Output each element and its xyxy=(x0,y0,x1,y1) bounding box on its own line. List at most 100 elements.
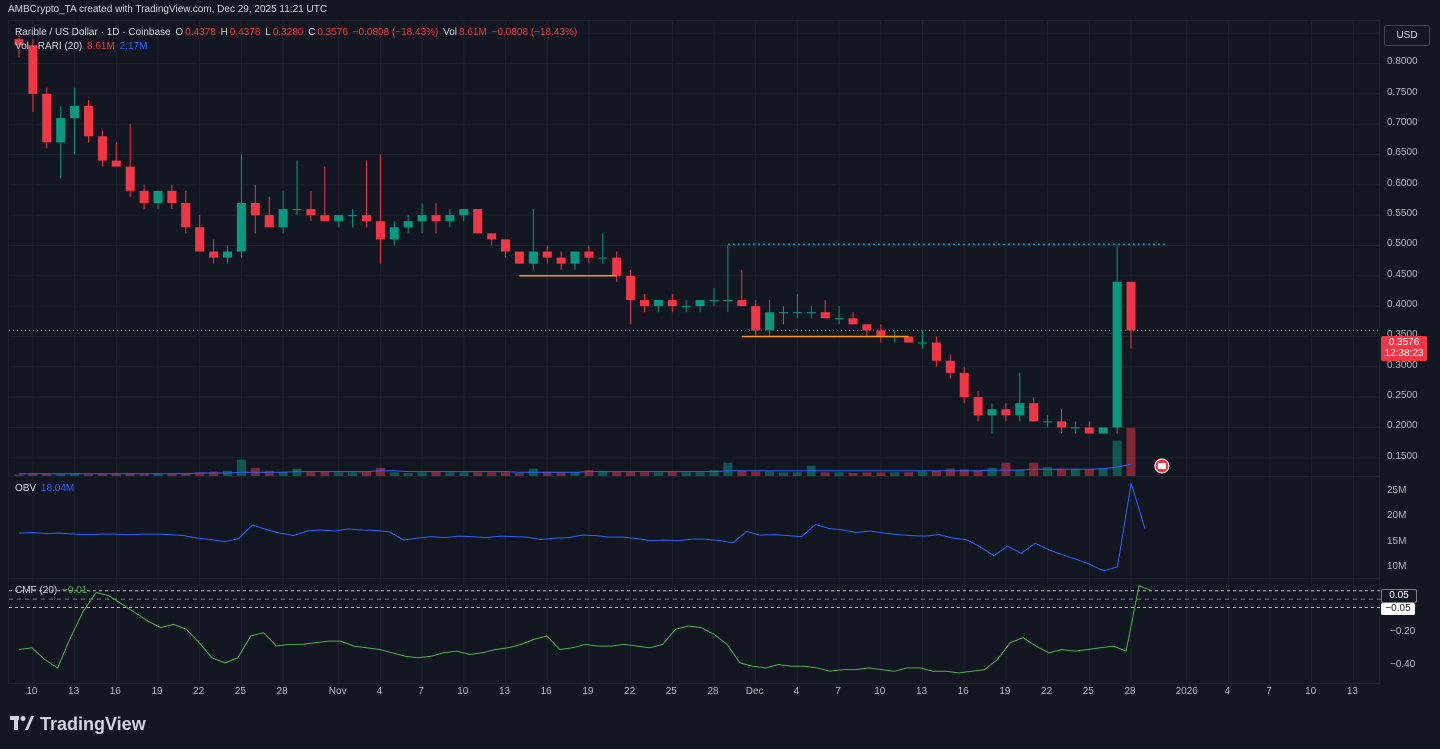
volume-bar xyxy=(848,473,858,476)
time-tick-label: 10 xyxy=(1305,686,1317,697)
volume-bar xyxy=(181,473,191,476)
candle-body xyxy=(181,203,191,228)
candle-body xyxy=(1057,421,1066,428)
candle xyxy=(334,215,344,228)
time-tick-label: 25 xyxy=(1082,686,1094,697)
event-flag-stripe xyxy=(1157,463,1166,469)
cmf-tick-label: −0.40 xyxy=(1390,659,1416,671)
candle-body xyxy=(278,209,288,228)
volume-bar xyxy=(445,472,455,476)
candle xyxy=(1070,421,1080,434)
symbol-title: Rarible / US Dollar · 1D · Coinbase xyxy=(15,27,171,38)
candle-body xyxy=(959,372,969,398)
candle xyxy=(765,300,775,337)
candle-body xyxy=(487,233,497,240)
obv-pane[interactable]: OBV 18.04M xyxy=(8,476,1380,579)
volume-bar xyxy=(542,471,552,476)
candle-body xyxy=(542,251,552,258)
candle-body xyxy=(987,409,997,416)
obv-legend: OBV 18.04M xyxy=(15,483,76,494)
candle xyxy=(612,251,622,282)
price-pane[interactable]: Rarible / US Dollar · 1D · Coinbase O 0.4… xyxy=(8,20,1381,477)
volume-bar xyxy=(417,472,427,476)
candle-body xyxy=(209,251,219,258)
time-tick-label: 19 xyxy=(999,686,1011,697)
candle xyxy=(1112,245,1122,434)
time-tick-label: 13 xyxy=(915,686,928,697)
open-value: 0.4378 xyxy=(185,27,216,38)
candle-body xyxy=(111,160,121,167)
volume-bar xyxy=(709,470,719,476)
time-axis[interactable]: 10 13 16 19 22 25 28 Nov 4 7 10 13 16 19 22 25 28 Dec 4 7 10… xyxy=(8,682,1380,702)
candle xyxy=(514,251,524,264)
candle-body xyxy=(417,215,427,222)
volume-bar xyxy=(111,473,121,476)
candle xyxy=(97,130,107,167)
candle-body xyxy=(375,221,385,240)
time-tick-label: 28 xyxy=(276,686,288,697)
volume-bar xyxy=(598,470,608,476)
candle-body xyxy=(834,318,844,320)
candle-body xyxy=(612,257,622,276)
price-chart-svg[interactable] xyxy=(9,21,1381,476)
volume-bar xyxy=(334,472,344,476)
time-tick-label: 10 xyxy=(26,686,38,697)
volume-bar xyxy=(389,472,399,476)
close-value: 0.3576 xyxy=(317,27,348,38)
cmf-chart-svg[interactable] xyxy=(9,579,1381,683)
obv-tick-label: 25M xyxy=(1387,485,1407,497)
candle xyxy=(292,160,302,216)
candle-body xyxy=(1126,281,1136,331)
candle xyxy=(501,239,510,258)
tradingview-logo[interactable]: TradingView xyxy=(10,714,146,735)
candle-body xyxy=(236,203,246,252)
time-tick-label: 2026 xyxy=(1175,686,1198,697)
time-tick-label: 13 xyxy=(68,686,80,697)
volume-bar xyxy=(514,473,524,476)
close-label: C xyxy=(308,27,316,38)
volume-bar xyxy=(723,462,733,476)
time-tick-label: 13 xyxy=(498,686,511,697)
obv-tick-label: 10M xyxy=(1387,560,1407,572)
candle-body xyxy=(945,360,955,373)
candle xyxy=(834,306,844,325)
currency-button[interactable]: USD xyxy=(1384,25,1430,46)
candle xyxy=(626,269,636,325)
volume-bar xyxy=(862,472,872,476)
candle xyxy=(1098,427,1108,434)
volume-bar xyxy=(362,471,371,476)
volume-bar xyxy=(1043,467,1053,476)
cmf-pane[interactable]: CMF (20) −0.01 xyxy=(8,578,1381,684)
candle-body xyxy=(306,209,316,216)
volume-bar xyxy=(306,471,316,476)
candle xyxy=(181,190,191,234)
vol-label: Vol xyxy=(443,27,458,38)
volume-bar xyxy=(681,472,691,476)
volume-bar xyxy=(487,472,497,476)
volume-bar xyxy=(1057,468,1066,476)
volume-bar xyxy=(320,471,330,476)
volume-bar xyxy=(779,472,788,476)
candle-body xyxy=(765,312,775,331)
cmf-upper-tag: 0.05 xyxy=(1381,589,1417,603)
candle-body xyxy=(292,209,302,211)
candle xyxy=(362,160,371,228)
candle-body xyxy=(709,300,719,302)
candle xyxy=(42,87,52,149)
price-tick-label: 0.1500 xyxy=(1387,450,1418,462)
candle xyxy=(1057,409,1066,434)
candle-body xyxy=(1029,403,1039,422)
candle xyxy=(918,330,927,349)
candle xyxy=(570,251,580,270)
candle xyxy=(792,294,802,319)
volume-bar xyxy=(403,473,413,476)
volume-bar xyxy=(97,473,107,476)
candle xyxy=(695,300,705,313)
volume-bar xyxy=(264,470,274,476)
candle xyxy=(84,99,93,143)
volume-ma-line xyxy=(19,463,1132,475)
candle xyxy=(375,154,385,264)
candle-body xyxy=(320,215,330,222)
obv-chart-svg[interactable] xyxy=(9,477,1381,578)
volume-bar xyxy=(153,473,163,476)
